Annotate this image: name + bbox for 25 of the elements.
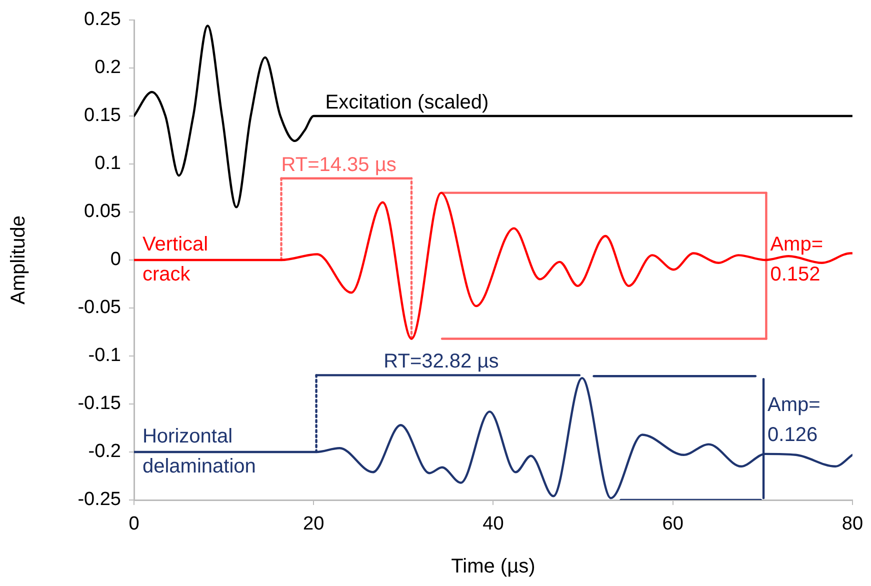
annotation: Amp= 0.152 [770, 234, 824, 286]
annotation: Vertical crack [142, 234, 208, 286]
y-tick-label: 0.1 [94, 153, 121, 174]
x-tick-label: 80 [842, 514, 864, 535]
annotation: RT=32.82 µs [384, 350, 499, 373]
annotation: Excitation (scaled) [325, 92, 489, 114]
y-tick-label: -0.25 [78, 489, 121, 510]
x-axis-title: Time (µs) [451, 556, 536, 578]
y-tick-label: -0.05 [78, 297, 121, 318]
y-tick-label: -0.1 [88, 345, 121, 366]
y-tick-label: 0.15 [84, 105, 121, 126]
y-axis-title: Amplitude [8, 216, 30, 304]
x-tick-label: 0 [128, 514, 140, 535]
x-tick-label: 40 [482, 514, 504, 535]
y-tick-label: -0.15 [78, 393, 121, 414]
y-tick-label: 0.05 [84, 201, 121, 222]
annotation: Horizontal delamination [142, 426, 256, 478]
annotation: RT=14.35 µs [281, 154, 396, 176]
y-tick-label: 0.2 [94, 57, 121, 78]
y-tick-label: -0.2 [88, 441, 121, 462]
y-tick-label: 0 [110, 249, 121, 270]
x-tick-label: 60 [662, 514, 684, 535]
annotation: Amp= 0.126 [768, 394, 820, 446]
y-tick-label: 0.25 [84, 9, 121, 30]
x-tick-label: 20 [303, 514, 324, 535]
